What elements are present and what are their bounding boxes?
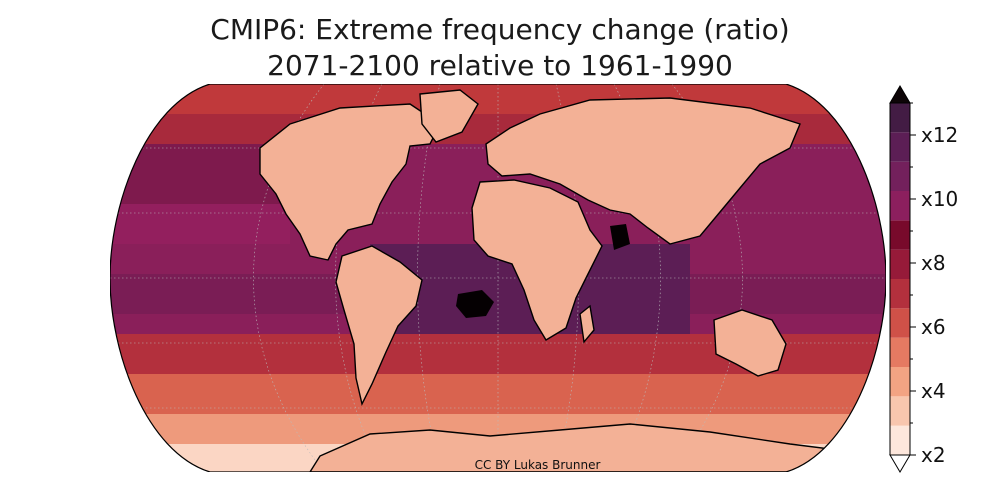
colorbar-block [890, 249, 910, 279]
colorbar: x2 x4 x6 x8 x10 x12 [889, 85, 958, 473]
colorbar-labels: x2 x4 x6 x8 x10 x12 [921, 123, 958, 467]
gridline-lon-60e [613, 84, 661, 472]
africa [471, 179, 603, 341]
map-frame [110, 84, 886, 472]
title-block: CMIP6: Extreme frequency change (ratio) … [0, 12, 1000, 84]
colorbar-block [890, 425, 910, 455]
colorbar-block [890, 103, 910, 133]
south-america [335, 245, 423, 407]
colorbar-tick-label: x10 [921, 187, 958, 211]
colorbar-block [890, 308, 910, 338]
colorbar-block [890, 191, 910, 221]
colorbar-tick-label: x8 [921, 251, 946, 275]
pacific-band-1 [110, 204, 290, 244]
gridline-lon-30w [417, 84, 441, 472]
colorbar-block [890, 132, 910, 162]
title-line-2: 2071-2100 relative to 1961-1990 [267, 49, 733, 82]
colorbar-under-triangle [889, 454, 911, 473]
colorbar-block [890, 337, 910, 367]
colorbar-blocks [890, 103, 910, 455]
colorbar-tick-label: x12 [921, 123, 958, 147]
colorbar-tick-label: x2 [921, 443, 946, 467]
colorbar-frame [889, 102, 911, 456]
land-masses [259, 89, 886, 472]
south-atlantic-hotspot [456, 290, 494, 318]
colorbar-ticks [910, 102, 916, 456]
gridline-lon-30e [555, 84, 579, 472]
eurasia [485, 97, 801, 245]
colorbar-block [890, 220, 910, 250]
arabian-sea-hotspot [610, 224, 630, 250]
title-line-1: CMIP6: Extreme frequency change (ratio) [210, 13, 790, 46]
colorbar-over-triangle [889, 85, 911, 104]
colorbar-block [890, 279, 910, 309]
colorbar-tick-label: x4 [921, 379, 946, 403]
hotspots [456, 224, 630, 318]
colorbar-block [890, 161, 910, 191]
gridline-lon-60w [335, 84, 383, 472]
madagascar [579, 304, 595, 344]
greenland [419, 89, 479, 143]
antarctica [308, 423, 886, 472]
australia [713, 309, 787, 377]
colorbar-block [890, 396, 910, 426]
credit-text: CC BY Lukas Brunner [474, 458, 601, 472]
colorbar-tick-label: x6 [921, 315, 946, 339]
world-map [110, 84, 886, 472]
map-content [110, 84, 886, 472]
colorbar-block [890, 367, 910, 397]
